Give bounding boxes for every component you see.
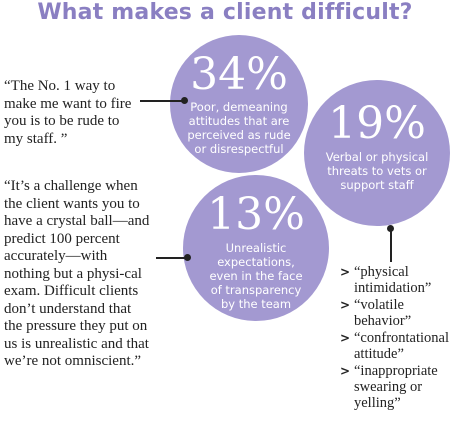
list-item: > “volatile behavior” xyxy=(340,297,450,329)
stat-circle-rude-attitudes: 34% Poor, demeaning attitudes that are p… xyxy=(170,35,308,173)
stat-percent: 34% xyxy=(190,49,288,100)
connector-dot xyxy=(181,97,188,104)
connector-line xyxy=(156,257,186,259)
chevron-right-icon: > xyxy=(340,265,351,279)
connector-line xyxy=(390,228,392,262)
quote-rude-staff: “The No. 1 way to make me want to fire y… xyxy=(4,78,132,147)
list-item: > “confrontational attitude” xyxy=(340,330,450,362)
list-item-label: “physical intimidation” xyxy=(354,264,432,296)
stat-description: Unrealistic expectations, even in the fa… xyxy=(209,241,303,311)
chevron-right-icon: > xyxy=(340,298,351,312)
stat-description: Poor, demeaning attitudes that are perce… xyxy=(187,100,291,156)
list-item-label: “confrontational attitude” xyxy=(354,330,450,362)
threat-examples-list: > “physical intimidation” > “volatile be… xyxy=(340,264,450,412)
chevron-right-icon: > xyxy=(340,364,351,378)
list-item: > “inappropriate swearing or yelling” xyxy=(340,363,450,411)
quote-crystal-ball: “It’s a challenge when the client wants … xyxy=(4,178,150,369)
stat-circle-threats: 19% Verbal or physical threats to vets o… xyxy=(304,80,450,226)
connector-line xyxy=(140,100,184,102)
stat-percent: 13% xyxy=(207,189,305,240)
stat-description: Verbal or physical threats to vets or su… xyxy=(325,150,429,192)
chevron-right-icon: > xyxy=(340,331,351,345)
list-item: > “physical intimidation” xyxy=(340,264,450,296)
stat-percent: 19% xyxy=(328,98,426,149)
list-item-label: “inappropriate swearing or yelling” xyxy=(354,363,438,411)
list-item-label: “volatile behavior” xyxy=(354,297,412,329)
connector-dot xyxy=(184,254,191,261)
stat-circle-unrealistic-expectations: 13% Unrealistic expectations, even in th… xyxy=(183,175,329,321)
page-title: What makes a client difficult? xyxy=(37,0,413,25)
